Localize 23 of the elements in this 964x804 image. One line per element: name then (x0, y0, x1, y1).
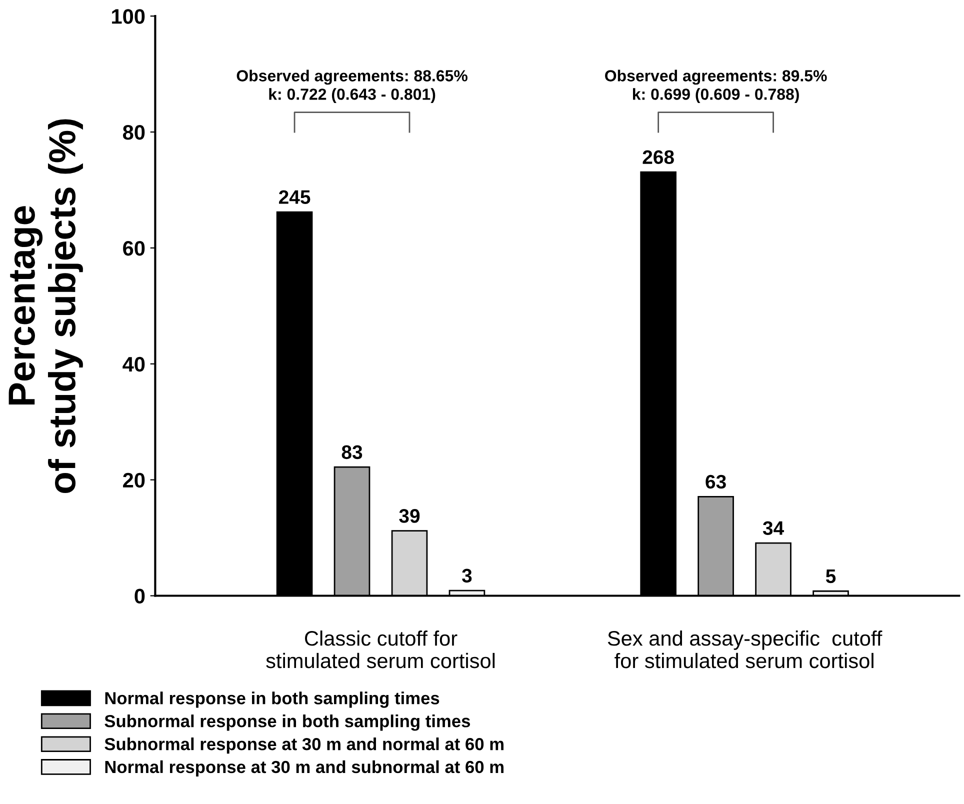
y-tick-label: 80 (122, 125, 145, 140)
y-axis-title: Percentage of study subjects (%) (8, 119, 83, 494)
annotation: Observed agreements: 88.65% k: 0.722 (0.643 - 0.801) (236, 70, 468, 104)
annotation: 245 (278, 190, 310, 204)
annotation: 34 (762, 521, 784, 536)
y-tick-label: 100 (112, 9, 145, 24)
y-tick-label: 20 (123, 472, 145, 488)
annotation: 83 (342, 445, 362, 460)
legend-label: Subnormal response in both sampling times (104, 714, 470, 731)
y-tick-label: 60 (123, 240, 145, 256)
annotation: 5 (826, 570, 836, 584)
legend-label: Normal response in both sampling times (105, 692, 440, 708)
x-tick-label: Sex and assay-specific cutoff for stimulated serum cortisol (608, 630, 882, 668)
legend-label: Subnormal response at 30 m and normal at 60 m (104, 737, 504, 754)
annotation: 268 (642, 150, 674, 164)
y-tick-label: 0 (134, 588, 145, 604)
annotation: 3 (462, 568, 472, 583)
annotation: 39 (399, 509, 420, 523)
legend-label: Normal response at 30 m and subnormal at 60 m (105, 760, 504, 777)
annotation: Observed agreements: 89.5% k: 0.699 (0.609 - 0.788) (605, 70, 827, 104)
x-tick-label: Classic cutoff for stimulated serum cortisol (266, 630, 495, 668)
annotation: 63 (706, 474, 726, 489)
y-tick-label: 40 (122, 356, 145, 372)
